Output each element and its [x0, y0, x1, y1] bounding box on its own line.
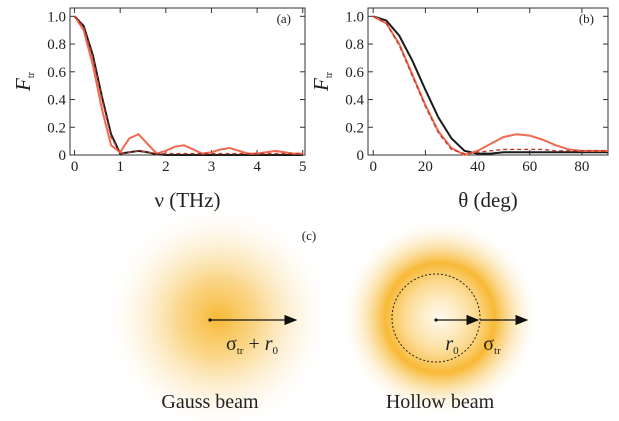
chart: 00.20.40.60.81.00 1 2 3 4 5(a)ν (THz)Ftr — [11, 7, 307, 212]
gauss-beam — [103, 203, 333, 421]
plot-frame — [367, 7, 609, 156]
hollow-beam — [340, 218, 540, 418]
panel-label: (b) — [579, 11, 594, 26]
y-tick-label: 0 — [357, 148, 365, 164]
x-tick-label: 20 — [418, 159, 433, 175]
y-label-sub: tr — [26, 71, 37, 78]
arrow-label: r0 — [445, 333, 459, 357]
data-line — [73, 15, 303, 155]
x-tick-label: 3 — [208, 159, 216, 175]
chart: 0 0.2 0.4 0.6 0.8 1.0 0 20 40 60 80 (b) θ (deg) Ftr — [309, 7, 609, 212]
y-tick-label: 0.2 — [345, 120, 364, 136]
dashed-circle — [391, 273, 481, 363]
x-tick-label: 40 — [470, 159, 485, 175]
x-tick-label: 1 — [116, 159, 124, 175]
y-label-sub: tr — [324, 71, 335, 78]
y-label-main: F — [309, 78, 333, 92]
y-tick-label: 0.6 — [345, 65, 364, 81]
x-tick-label: 4 — [253, 159, 261, 175]
y-axis-label: Ftr — [309, 71, 335, 92]
data-line — [372, 15, 608, 155]
y-tick-label: 0.4 — [47, 93, 66, 109]
x-tick-label: 80 — [574, 159, 589, 175]
arrow-label: σtr — [483, 333, 501, 357]
y-tick-label: 0.8 — [345, 37, 364, 53]
beam-label: Gauss beam — [161, 391, 259, 413]
x-tick-label: 60 — [522, 159, 537, 175]
x-tick-label: 5 — [299, 159, 307, 175]
arrow-label: σtr + r0 — [226, 333, 279, 357]
y-tick-label: 0.2 — [47, 120, 66, 136]
data-line — [73, 15, 303, 156]
x-tick-label: 0 — [369, 159, 377, 175]
x-axis-label: θ (deg) — [458, 188, 518, 212]
data-line — [372, 15, 608, 155]
y-tick-label: 0.8 — [47, 37, 66, 53]
data-line — [372, 15, 608, 157]
x-tick-label: 2 — [162, 159, 170, 175]
y-tick-label: 0.6 — [47, 65, 66, 81]
charts: 00.20.40.60.81.00 1 2 3 4 5(a)ν (THz)Ftr00.20… — [11, 7, 609, 212]
x-tick-label: 0 — [71, 159, 79, 175]
beam-label: Hollow beam — [386, 391, 495, 413]
y-axis-label: Ftr — [11, 71, 37, 92]
y-tick-label: 1.0 — [345, 9, 364, 25]
panel-label: (c) — [302, 228, 316, 243]
y-tick-label: 0 — [59, 148, 67, 164]
plot-frame — [69, 7, 306, 156]
y-tick-label: 1.0 — [47, 9, 66, 25]
panel-label: (a) — [277, 11, 291, 26]
diagram: (c) σtr + r0 Gauss beam r0 σtr Hollow be… — [103, 203, 540, 421]
y-label-main: F — [11, 78, 35, 92]
y-tick-label: 0.4 — [345, 93, 364, 109]
